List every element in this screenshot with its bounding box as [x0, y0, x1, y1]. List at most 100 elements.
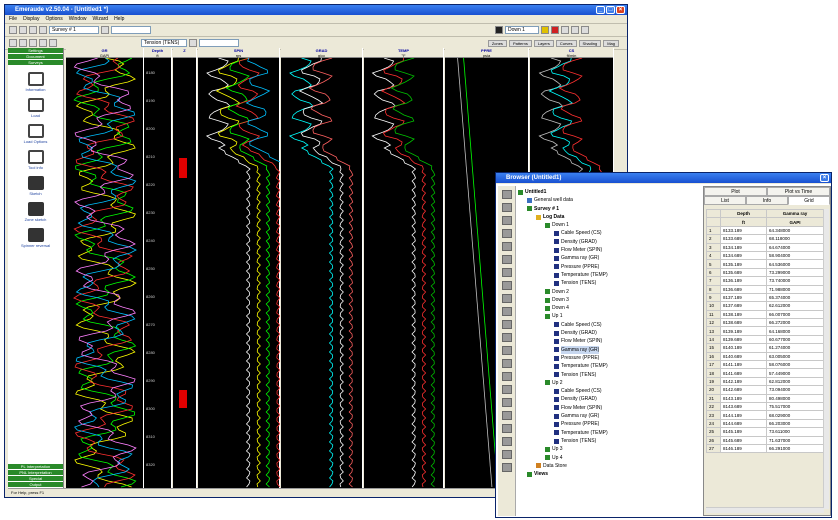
- track-header[interactable]: Depth ft: [144, 48, 171, 58]
- browser-tool-icon[interactable]: [501, 450, 512, 459]
- browser-tool-icon[interactable]: [501, 333, 512, 342]
- toggle-patterns-button[interactable]: Patterns: [508, 39, 532, 47]
- tree-node[interactable]: Gamma ray (GR): [518, 345, 698, 354]
- arrow-icon[interactable]: [571, 26, 579, 34]
- tree-node[interactable]: Flow Meter (SPIN): [518, 246, 698, 254]
- sidebar-item-information[interactable]: Information: [8, 72, 63, 92]
- tree-node[interactable]: General well data: [518, 196, 698, 204]
- table-cell[interactable]: 8137.189: [720, 292, 767, 303]
- table-row[interactable]: 8 8136.689 71.988000: [706, 284, 825, 294]
- table-cell[interactable]: 8136.189: [720, 276, 767, 286]
- sidebar-output-button[interactable]: Output: [8, 482, 63, 488]
- toggle-zones-button[interactable]: Zones: [487, 39, 507, 47]
- table-cell[interactable]: 8141.689: [720, 368, 767, 378]
- table-cell[interactable]: 64.674000: [765, 242, 825, 252]
- table-cell[interactable]: 8135.689: [720, 267, 767, 278]
- table-row[interactable]: 2 8133.689 68.118000: [706, 234, 825, 244]
- track-header[interactable]: Z: [173, 48, 196, 58]
- browser-tool-icon[interactable]: [501, 255, 512, 264]
- table-row[interactable]: 14 8139.689 60.677000: [706, 334, 825, 345]
- maximize-button[interactable]: □: [606, 6, 615, 14]
- table-cell[interactable]: 8139.689: [720, 334, 767, 345]
- table-cell[interactable]: 8138.689: [720, 318, 767, 328]
- track-z[interactable]: Z: [173, 48, 197, 488]
- grid-horizontal-scrollbar[interactable]: [706, 507, 824, 513]
- table-row[interactable]: 25 8145.189 73.611000: [706, 427, 825, 437]
- sidebar-special-button[interactable]: Special: [8, 476, 63, 482]
- table-cell[interactable]: 8144.689: [720, 418, 767, 429]
- tree-node[interactable]: Density (GRAD): [518, 238, 698, 246]
- survey-select[interactable]: Survey # 1: [49, 26, 99, 34]
- table-cell[interactable]: 80.498000: [765, 393, 825, 404]
- zoom-icon[interactable]: [9, 39, 17, 47]
- browser-tool-icon[interactable]: [501, 346, 512, 355]
- browser-tool-icon[interactable]: [501, 281, 512, 290]
- zone-marker[interactable]: [179, 158, 187, 178]
- table-row[interactable]: 27 8146.189 66.291000: [706, 443, 825, 454]
- table-row[interactable]: 10 8137.689 62.612000: [706, 301, 825, 311]
- menu-item-options[interactable]: Options: [45, 16, 63, 22]
- tree-node[interactable]: Pressure (PPRE): [518, 263, 698, 271]
- grid-icon[interactable]: [39, 39, 47, 47]
- table-cell[interactable]: 8146.189: [720, 443, 767, 454]
- browser-tool-icon[interactable]: [501, 463, 512, 472]
- table-row[interactable]: 13 8139.189 64.168000: [706, 326, 825, 336]
- browser-tool-icon[interactable]: [501, 424, 512, 433]
- sidebar-item-load[interactable]: Load: [8, 98, 63, 118]
- tab-grid[interactable]: Grid: [788, 196, 830, 205]
- tree-node[interactable]: Log Data: [518, 213, 698, 221]
- table-cell[interactable]: 8137.689: [720, 301, 767, 311]
- table-cell[interactable]: 68.029000: [765, 410, 825, 420]
- table-cell[interactable]: 8142.189: [720, 376, 767, 387]
- tree-node[interactable]: Data Store: [518, 462, 698, 470]
- tree-node[interactable]: Down 2: [518, 288, 698, 296]
- table-cell[interactable]: 8133.189: [720, 225, 767, 236]
- tool-icon[interactable]: [29, 39, 37, 47]
- tree-node[interactable]: Untitled1: [518, 188, 698, 196]
- table-cell[interactable]: 8143.189: [720, 393, 767, 404]
- table-row[interactable]: 26 8145.689 71.637000: [706, 435, 825, 445]
- browser-tool-icon[interactable]: [501, 190, 512, 199]
- browser-tool-icon[interactable]: [501, 398, 512, 407]
- table-cell[interactable]: 8133.689: [720, 234, 767, 244]
- table-row[interactable]: 21 8143.189 80.498000: [706, 393, 825, 404]
- tree-node[interactable]: Density (GRAD): [518, 395, 698, 403]
- play-icon[interactable]: [541, 26, 549, 34]
- tab-list[interactable]: List: [704, 196, 746, 205]
- table-row[interactable]: 3 8134.189 64.674000: [706, 242, 825, 252]
- browser-tool-icon[interactable]: [501, 359, 512, 368]
- menu-item-window[interactable]: Window: [68, 16, 87, 22]
- table-cell[interactable]: 8136.689: [720, 284, 767, 294]
- table-cell[interactable]: 8134.189: [720, 242, 767, 252]
- open-icon[interactable]: [19, 26, 27, 34]
- tree-node[interactable]: Pressure (PPRE): [518, 420, 698, 428]
- menu-item-help[interactable]: Help: [114, 16, 125, 22]
- table-cell[interactable]: 73.611000: [765, 427, 825, 437]
- tree-node[interactable]: Down 3: [518, 296, 698, 304]
- browser-tool-icon[interactable]: [501, 229, 512, 238]
- tree-node[interactable]: Up 3: [518, 445, 698, 453]
- sidebar-document-button[interactable]: Document: [8, 54, 63, 60]
- zone-marker[interactable]: [179, 390, 187, 408]
- tree-node[interactable]: Temperature (TEMP): [518, 271, 698, 279]
- close-button[interactable]: ×: [616, 6, 625, 14]
- pointer-icon[interactable]: [101, 26, 109, 34]
- tree-node[interactable]: Tension (TENS): [518, 279, 698, 287]
- info-icon[interactable]: [561, 26, 569, 34]
- tree-node[interactable]: Cable Speed (CS): [518, 387, 698, 395]
- table-cell[interactable]: 8143.689: [720, 401, 767, 412]
- track-header[interactable]: CS ft/min: [530, 48, 613, 58]
- table-cell[interactable]: 75.517000: [765, 401, 825, 412]
- sidebar-surveys-button[interactable]: Surveys: [8, 60, 63, 66]
- sidebar-settings-button[interactable]: Settings: [8, 48, 63, 54]
- table-cell[interactable]: 8140.189: [720, 343, 767, 353]
- table-cell[interactable]: 73.740000: [765, 276, 825, 286]
- table-cell[interactable]: 64.536000: [765, 259, 825, 269]
- table-row[interactable]: 17 8141.189 58.076000: [706, 360, 825, 370]
- table-cell[interactable]: 60.677000: [765, 334, 825, 345]
- tab-plot-vs-time[interactable]: Plot vs Time: [767, 187, 830, 196]
- track-temp[interactable]: TEMP °F: [364, 48, 444, 488]
- tree-node[interactable]: Survey # 1: [518, 205, 698, 213]
- table-cell[interactable]: 73.299000: [765, 267, 825, 278]
- grid-col-depth[interactable]: Depth: [720, 208, 767, 219]
